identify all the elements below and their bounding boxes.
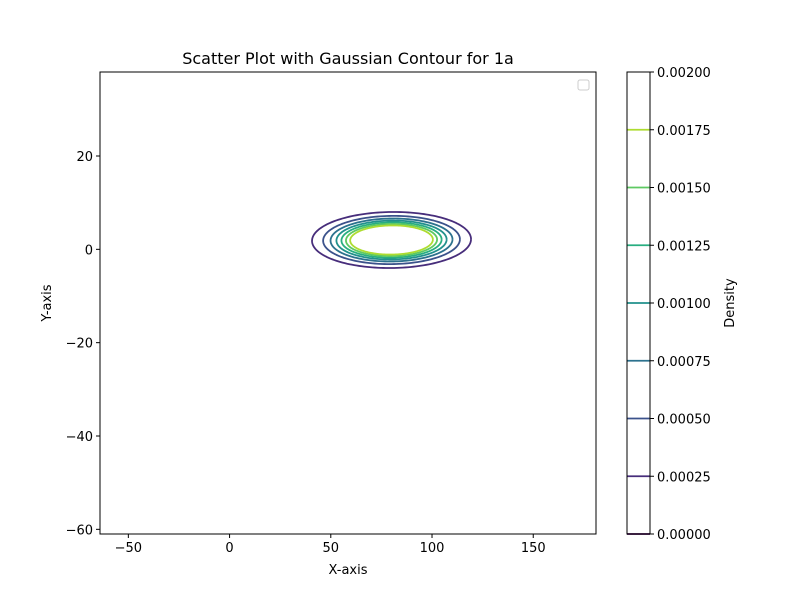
colorbar-label: Density [723,278,738,328]
contour-line [335,219,448,261]
contour-line [329,217,454,263]
y-tick-label: −40 [66,430,93,445]
x-tick-label: −50 [115,541,142,556]
colorbar-tick-label: 0.00150 [657,182,711,197]
colorbar-tick-label: 0.00075 [657,355,711,370]
contour-line [311,211,472,269]
plot-area: −50 0 50 100 150 −60 −40 −20 0 20 [66,71,597,556]
x-tick-label: 0 [225,541,233,556]
y-tick-label: 0 [85,243,93,258]
colorbar-tick-label: 0.00175 [657,124,711,139]
x-tick-label: 150 [521,541,546,556]
contour-line [340,221,443,259]
x-tick-label: 100 [420,541,445,556]
contour-line [345,223,438,257]
colorbar-tick-label: 0.00200 [657,66,711,81]
y-tick-label: 20 [76,150,93,165]
contour-lines [311,211,472,269]
colorbar-tick-label: 0.00025 [657,470,711,485]
colorbar-tick-label: 0.00100 [657,297,711,312]
plot-frame [99,71,597,535]
x-tick-label: 50 [323,541,340,556]
chart-title: Scatter Plot with Gaussian Contour for 1… [182,49,514,68]
y-axis-label: Y-axis [40,284,55,322]
contour-line [322,214,461,266]
legend-box [577,79,590,91]
x-axis-label: X-axis [329,563,368,578]
y-axis-ticks: −60 −40 −20 0 20 [66,150,100,538]
x-axis-ticks: −50 0 50 100 150 [115,534,546,556]
contour-line [349,224,434,256]
y-tick-label: −20 [66,337,93,352]
colorbar-lines [627,128,650,535]
colorbar-tick-label: 0.00125 [657,239,711,254]
colorbar-ticks: 0.00000 0.00025 0.00050 0.00075 0.00100 0.001… [650,66,711,543]
colorbar-tick-label: 0.00050 [657,413,711,428]
colorbar-tick-label: 0.00000 [657,528,711,543]
y-tick-label: −60 [66,523,93,538]
colorbar: 0.00000 0.00025 0.00050 0.00075 0.00100 0.001… [626,66,738,543]
